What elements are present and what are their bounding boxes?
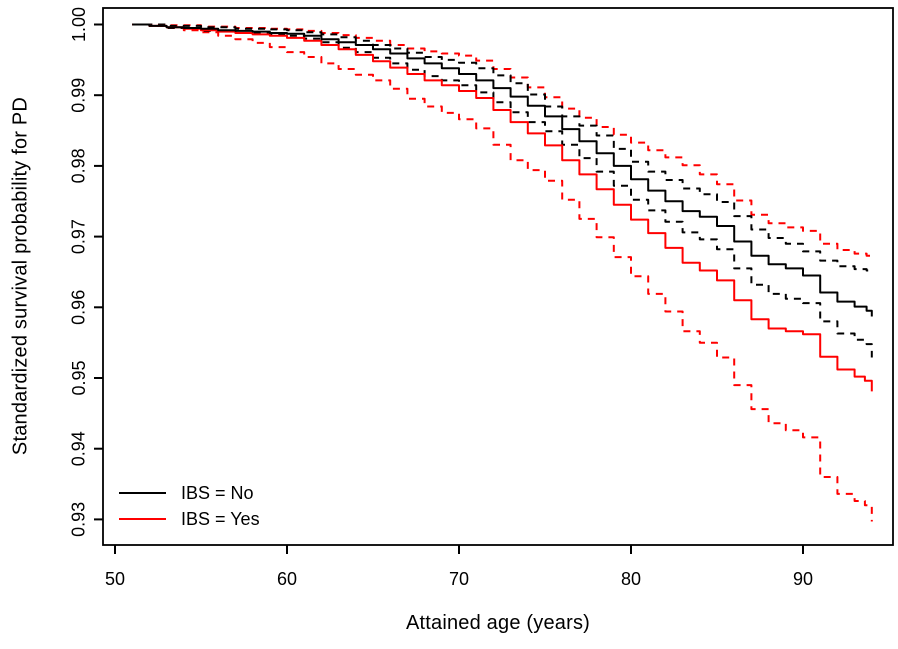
y-tick-label: 1.00 xyxy=(69,7,89,42)
series-line-ibs-no-upper-95-ci xyxy=(132,23,873,273)
series-line-ibs-no xyxy=(132,23,873,317)
legend-line-ibs-no xyxy=(119,492,166,494)
y-tick-label: 0.95 xyxy=(69,360,89,395)
series-line-ibs-yes-lower-95-ci xyxy=(132,23,873,522)
x-axis-title: Attained age (years) xyxy=(405,612,591,634)
x-tick-label: 50 xyxy=(105,569,125,589)
plot-border xyxy=(102,7,894,546)
legend-item-ibs-yes: IBS = Yes xyxy=(119,506,260,532)
y-tick-label: 0.96 xyxy=(69,290,89,325)
y-axis-title: Standardized survival probability for PD xyxy=(9,96,32,456)
x-tick-label: 80 xyxy=(621,569,641,589)
x-tick-label: 70 xyxy=(449,569,469,589)
y-tick-label: 0.94 xyxy=(69,431,89,466)
legend-label-ibs-yes: IBS = Yes xyxy=(181,509,260,529)
legend-line-ibs-yes xyxy=(119,518,166,520)
y-tick-label: 0.97 xyxy=(69,219,89,254)
x-tick-label: 60 xyxy=(277,569,297,589)
y-tick-label: 0.93 xyxy=(69,502,89,537)
y-tick-label: 0.98 xyxy=(69,148,89,183)
x-tick-label: 90 xyxy=(793,569,813,589)
y-tick-label: 0.99 xyxy=(69,78,89,113)
series-line-ibs-yes xyxy=(132,23,873,392)
legend: IBS = No IBS = Yes xyxy=(119,480,260,532)
legend-label-ibs-no: IBS = No xyxy=(181,483,254,503)
series-line-ibs-yes-upper-95-ci xyxy=(132,23,873,259)
legend-item-ibs-no: IBS = No xyxy=(119,480,260,506)
